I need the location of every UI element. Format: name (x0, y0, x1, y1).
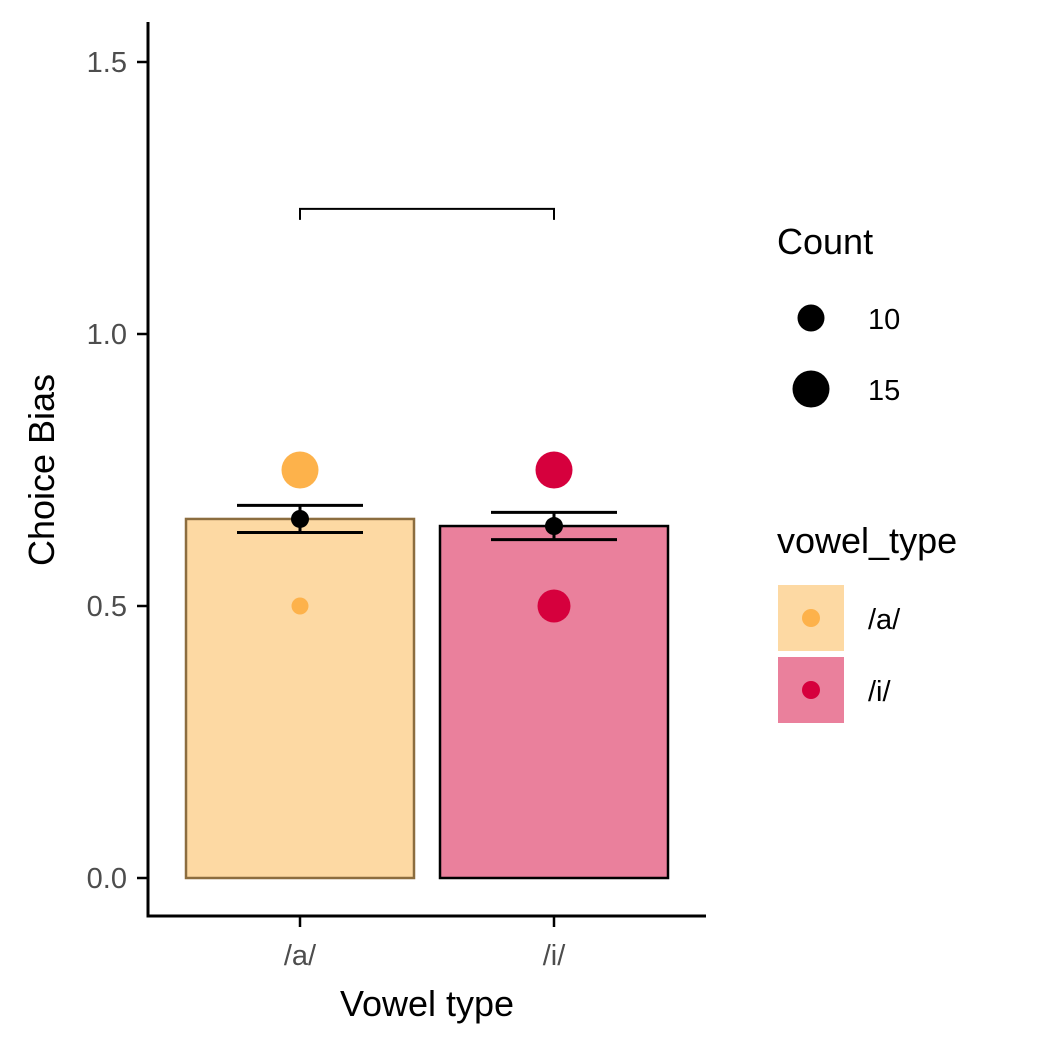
bar-i (438, 524, 670, 880)
mean-point-a (291, 509, 309, 528)
significance-bracket (299, 207, 555, 220)
legend-count-label-15: 15 (868, 375, 900, 407)
y-tick-label-2: 1.0 (87, 319, 127, 351)
data-point-1 (281, 451, 319, 489)
legend-count-title: Count (777, 221, 873, 262)
data-point-2 (291, 597, 309, 615)
legend-vowel-dot-a (802, 609, 820, 627)
data-point-3 (535, 451, 573, 489)
mean-point-i (545, 517, 563, 536)
x-tick-label-0: /a/ (284, 940, 317, 972)
legend-count-label-10: 10 (868, 304, 900, 336)
y-tick-label-0: 0.0 (87, 863, 127, 895)
legend-vowel-title: vowel_type (777, 520, 957, 561)
bars-layer (184, 517, 670, 880)
x-axis-title: Vowel type (340, 983, 514, 1024)
y-axis-title: Choice Bias (21, 374, 62, 566)
x-tick-label-1: /i/ (543, 940, 567, 972)
legend-count-swatch-15 (792, 370, 830, 408)
y-tick-label-1: 0.5 (87, 591, 127, 623)
legend-count-swatch-10 (797, 304, 825, 332)
points-layer (281, 451, 573, 623)
legend-vowel-dot-i (802, 681, 820, 699)
y-tick-label-3: 1.5 (87, 47, 127, 79)
legend-count: Count 10 15 (777, 221, 900, 408)
errorbars-layer (237, 503, 617, 542)
legend-vowel-label-i: /i/ (868, 676, 892, 708)
legend-vowel-label-a: /a/ (868, 604, 901, 636)
legend-vowel-type: vowel_type /a/ /i/ (777, 520, 957, 723)
data-point-4 (537, 589, 571, 623)
axes-layer: 0.0 0.5 1.0 1.5/a/ /i/ (87, 22, 706, 972)
bar-a (184, 517, 416, 880)
significance-bracket-layer (299, 207, 555, 220)
